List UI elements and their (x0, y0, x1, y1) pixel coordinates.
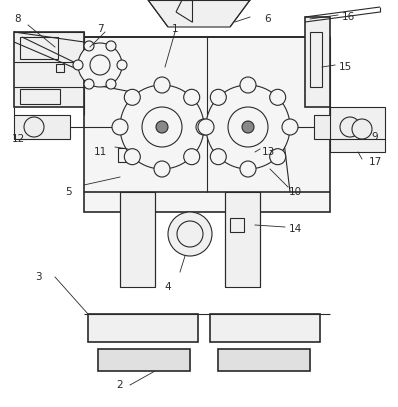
Circle shape (78, 43, 122, 87)
Text: 13: 13 (261, 147, 275, 157)
Circle shape (154, 161, 170, 177)
Text: 14: 14 (289, 224, 302, 234)
Polygon shape (148, 0, 250, 27)
Circle shape (156, 121, 168, 133)
Circle shape (124, 149, 140, 165)
Bar (20, 89, 60, 104)
Circle shape (184, 149, 200, 165)
Circle shape (117, 60, 127, 70)
Text: 6: 6 (265, 14, 271, 24)
Circle shape (206, 85, 290, 169)
Circle shape (73, 60, 83, 70)
Circle shape (106, 41, 116, 51)
Circle shape (168, 212, 212, 256)
Bar (56, 64, 64, 72)
Bar (14, 115, 70, 139)
Text: 7: 7 (97, 24, 103, 34)
Bar (14, 32, 84, 107)
Circle shape (24, 117, 44, 137)
Circle shape (112, 119, 128, 135)
Bar (98, 349, 190, 371)
Bar (314, 115, 374, 139)
Circle shape (198, 119, 214, 135)
Circle shape (196, 119, 212, 135)
Text: 15: 15 (338, 62, 351, 72)
Bar (218, 349, 310, 371)
Circle shape (154, 77, 170, 93)
Circle shape (84, 79, 94, 89)
Bar (225, 192, 260, 287)
Circle shape (106, 79, 116, 89)
Circle shape (352, 119, 372, 139)
Bar (305, 17, 330, 107)
Text: 3: 3 (35, 272, 41, 282)
Text: 16: 16 (341, 12, 355, 22)
Circle shape (124, 89, 140, 105)
Circle shape (340, 117, 360, 137)
Circle shape (84, 41, 94, 51)
Text: 2: 2 (117, 380, 123, 390)
Circle shape (240, 77, 256, 93)
Bar (330, 107, 385, 152)
Text: 10: 10 (289, 187, 302, 197)
Text: 17: 17 (369, 157, 382, 167)
Bar (84, 37, 330, 212)
Circle shape (210, 149, 226, 165)
Text: 8: 8 (15, 14, 21, 24)
Bar (230, 218, 244, 232)
Bar (118, 148, 132, 162)
Text: 5: 5 (65, 187, 71, 197)
Text: 1: 1 (172, 24, 178, 34)
Circle shape (242, 121, 254, 133)
Circle shape (282, 119, 298, 135)
Bar (120, 192, 155, 287)
Circle shape (184, 89, 200, 105)
Circle shape (270, 149, 286, 165)
Circle shape (210, 89, 226, 105)
Bar (310, 32, 322, 87)
Text: 4: 4 (165, 282, 171, 292)
Circle shape (240, 161, 256, 177)
Text: 9: 9 (372, 132, 378, 142)
Bar (210, 314, 320, 342)
Text: 11: 11 (94, 147, 107, 157)
Bar (20, 37, 58, 59)
Circle shape (120, 85, 204, 169)
Bar (88, 314, 198, 342)
Text: 12: 12 (12, 134, 25, 144)
Circle shape (270, 89, 286, 105)
